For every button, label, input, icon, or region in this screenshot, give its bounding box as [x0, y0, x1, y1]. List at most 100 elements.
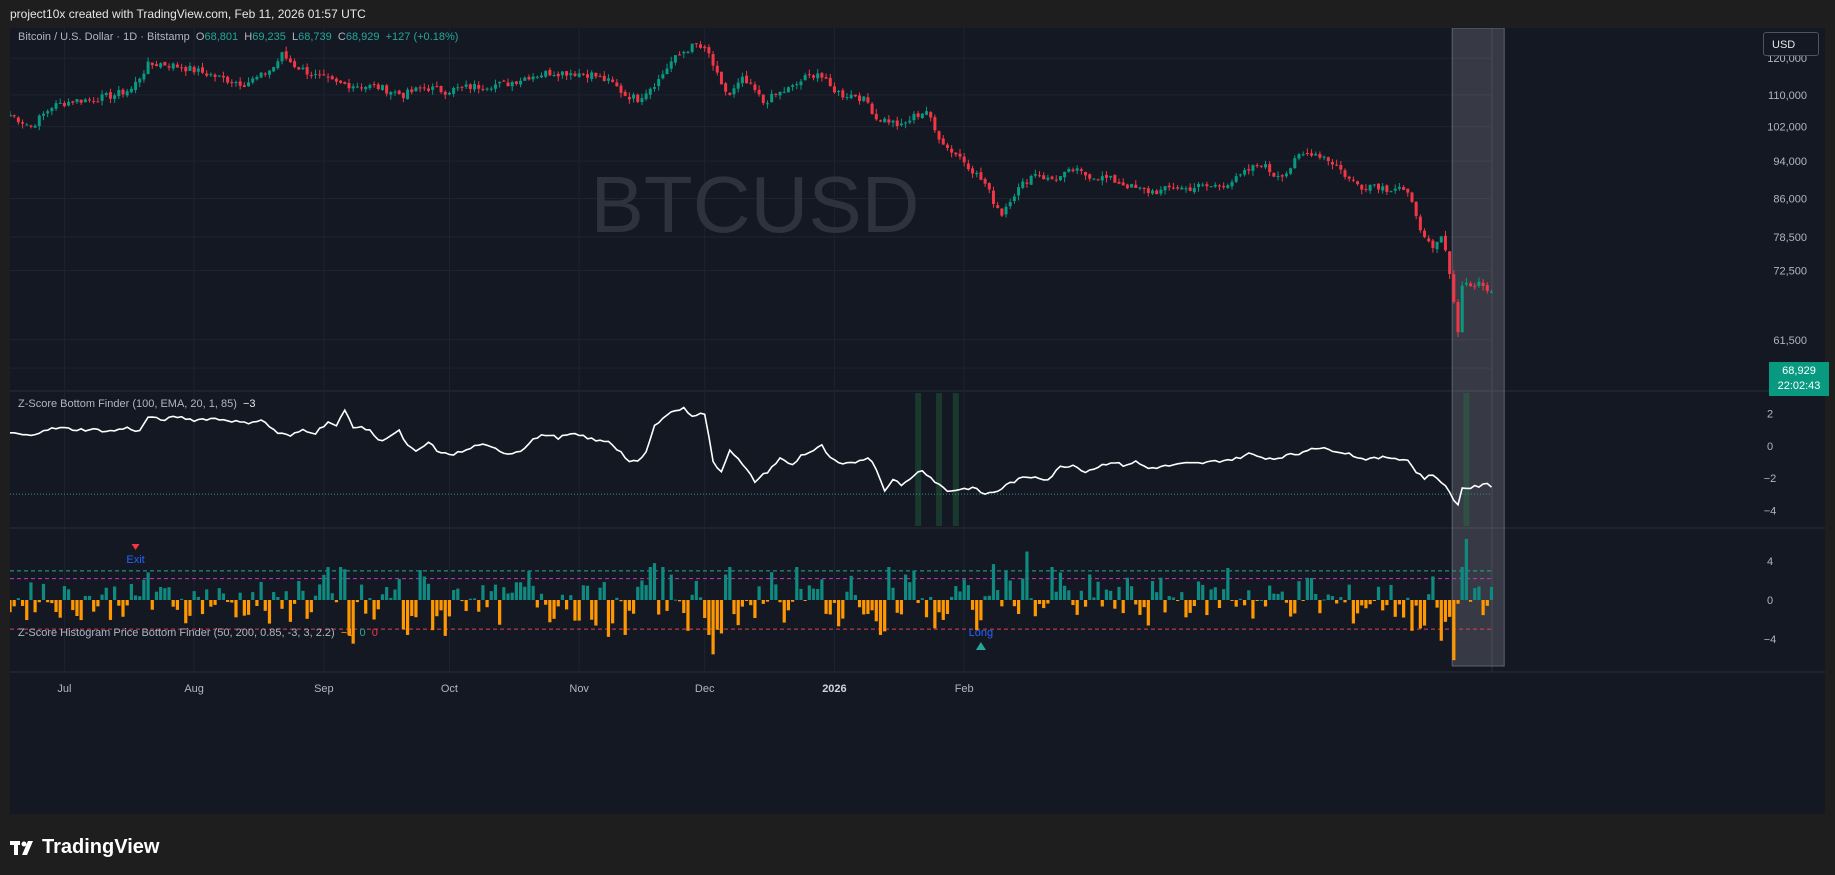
histogram-bar [481, 585, 485, 600]
histogram-bar [472, 598, 477, 600]
histogram-bar [1205, 600, 1209, 616]
histogram-bar [1067, 590, 1071, 600]
candle-body [904, 122, 908, 124]
candle-body [322, 74, 326, 76]
histogram-bar [920, 598, 924, 600]
tradingview-logo-icon [10, 840, 33, 855]
candle-body [812, 75, 816, 78]
histogram-bar [1443, 600, 1448, 622]
candle-body [163, 61, 167, 66]
histogram-bar [1393, 600, 1397, 617]
histogram-legend[interactable]: Z-Score Histogram Price Bottom Finder (5… [18, 627, 378, 639]
change-value: +127 (+0.18%) [385, 31, 459, 43]
candle-body [1113, 175, 1117, 183]
histogram-bar [1418, 600, 1422, 629]
histogram-bar [1247, 590, 1251, 600]
candle-body [1255, 165, 1259, 167]
x-tick-label: Feb [955, 683, 974, 695]
candle-body [355, 86, 359, 88]
candle-body [1360, 184, 1364, 190]
candle-body [682, 51, 686, 54]
candle-body [1397, 186, 1401, 189]
candle-body [652, 87, 656, 89]
candle-body [464, 84, 468, 87]
candle-body [870, 103, 874, 115]
zscore-bottom-highlight [952, 393, 959, 526]
candle-body [347, 82, 351, 89]
histogram-bar [1293, 600, 1297, 614]
histogram-bar [636, 586, 640, 600]
chart-area[interactable]: Jul Aug Sep Oct Nov Dec 2026 Feb 120,000 110,000 1… [10, 28, 1829, 814]
histogram-bar [1427, 594, 1431, 600]
histogram-bar [29, 582, 33, 600]
zscore-legend[interactable]: Z-Score Bottom Finder (100, EMA, 20, 1, … [18, 398, 256, 410]
candle-body [1159, 189, 1163, 194]
histogram-bar [811, 588, 816, 600]
histogram-bar [832, 600, 837, 603]
histogram-bar [703, 600, 707, 618]
candle-body [619, 85, 623, 93]
candle-body [334, 78, 338, 82]
candle-body [506, 82, 510, 87]
candle-body [1100, 176, 1104, 181]
histogram-bar [397, 578, 401, 600]
histogram-bar [774, 584, 778, 600]
histogram-bar [1050, 567, 1054, 600]
histogram-bar [1305, 577, 1309, 600]
histogram-bar [1473, 588, 1477, 600]
histogram-bar [1146, 600, 1150, 626]
histogram-bar [1431, 576, 1435, 600]
histogram-bar [790, 600, 795, 602]
long-label: Long [969, 627, 993, 639]
histogram-bar [950, 596, 954, 600]
candle-body [71, 101, 75, 103]
candle-body [736, 82, 740, 89]
histogram-bar [1025, 551, 1029, 600]
candle-body [1435, 241, 1439, 250]
candle-body [427, 88, 430, 91]
histogram-bar [816, 588, 820, 600]
histogram-name[interactable]: Z-Score Histogram Price Bottom Finder (5… [18, 627, 335, 639]
candle-body [10, 114, 12, 117]
candle-body [1314, 153, 1318, 156]
histogram-bar [1355, 600, 1360, 614]
histogram-bar [669, 574, 673, 600]
zscore-name[interactable]: Z-Score Bottom Finder (100, EMA, 20, 1, … [18, 398, 237, 410]
candle-body [1075, 168, 1079, 171]
candle-body [841, 90, 845, 98]
candle-body [569, 73, 573, 76]
currency-button[interactable]: USD [1763, 32, 1819, 56]
candle-body [1238, 174, 1242, 176]
histogram-bar [464, 600, 468, 612]
candle-body [460, 86, 464, 88]
candle-body [1305, 153, 1309, 155]
tradingview-logo[interactable]: TradingView [10, 836, 159, 859]
candle-body [397, 90, 401, 95]
histogram-bar [1368, 600, 1372, 605]
y-tick-label: 120,000 [1767, 53, 1807, 65]
histogram-bar [958, 591, 962, 600]
histogram-bar [1364, 600, 1368, 609]
candle-body [1217, 185, 1221, 187]
candle-body [703, 46, 707, 49]
candle-body [1297, 154, 1301, 159]
histogram-bar [1347, 584, 1351, 600]
histogram-bar [807, 585, 811, 600]
candle-body [1167, 185, 1171, 188]
candle-body [745, 75, 749, 84]
candle-body [853, 94, 857, 97]
candle-body [799, 81, 803, 86]
histogram-value-3: 0 [371, 627, 378, 639]
candle-body [242, 85, 246, 87]
candle-body [37, 115, 41, 126]
histogram-bar [41, 583, 46, 600]
histogram-bar [1322, 599, 1326, 601]
histogram-bar [184, 600, 188, 624]
symbol-name[interactable]: Bitcoin / U.S. Dollar · 1D · Bitstamp [18, 31, 190, 43]
candle-body [401, 92, 405, 98]
histogram-bar [1134, 600, 1138, 605]
candle-body [125, 91, 129, 96]
chart-canvas[interactable]: Jul Aug Sep Oct Nov Dec 2026 Feb 120,000 110,000 1… [10, 28, 1825, 814]
candle-body [16, 117, 20, 123]
candle-body [380, 85, 384, 91]
